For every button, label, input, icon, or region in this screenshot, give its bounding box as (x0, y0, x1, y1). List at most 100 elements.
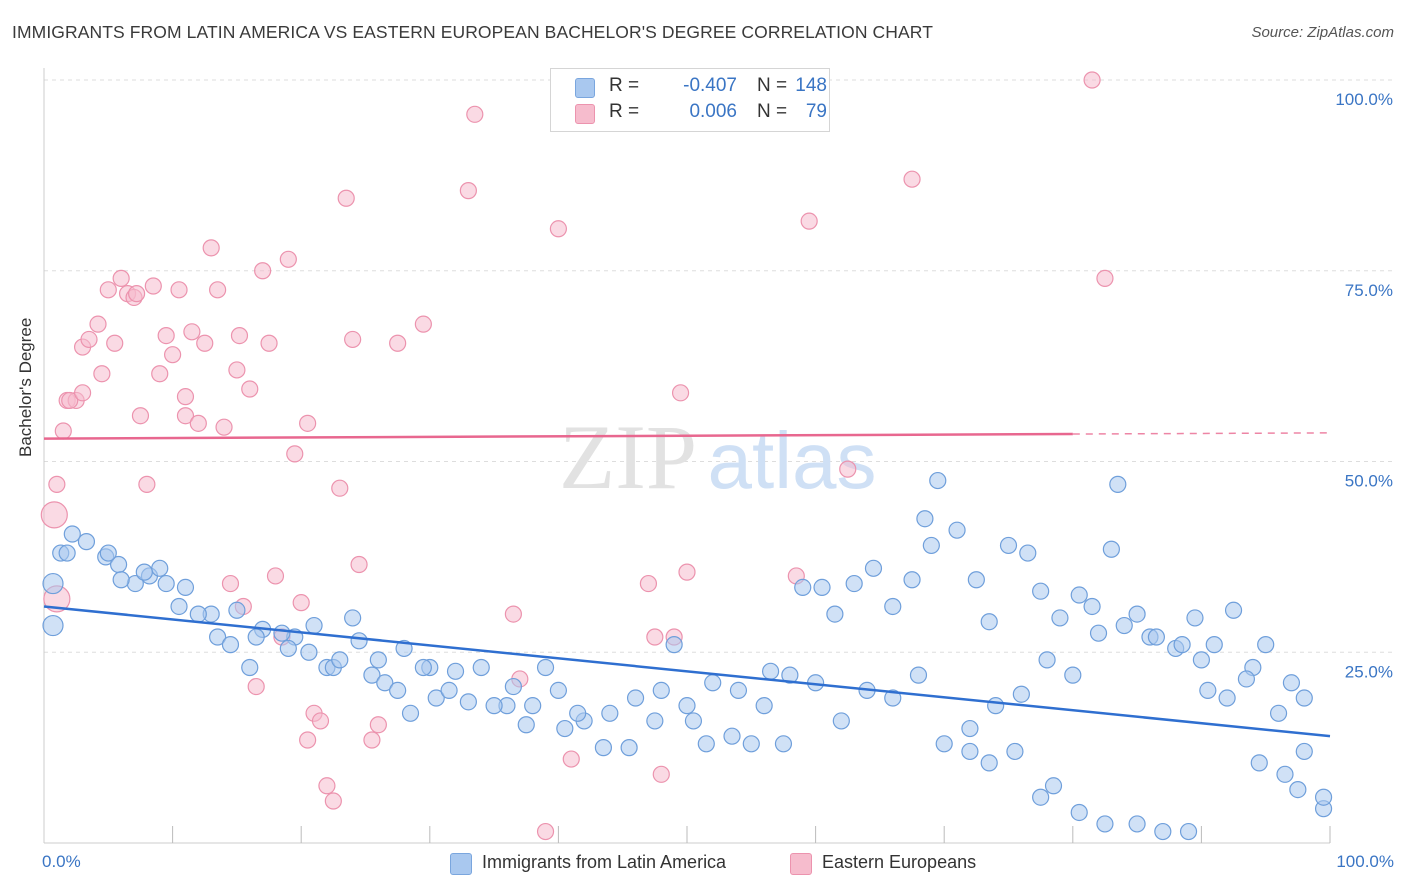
latin-america-point (331, 651, 349, 669)
eastern-europeans-point (176, 407, 195, 425)
watermark-zip: ZIP (559, 406, 697, 508)
watermark: ZIP atlas (559, 406, 876, 508)
grid-lines (44, 79, 1392, 653)
eastern-europeans-point (903, 170, 921, 188)
legend-r-label: R = (609, 75, 640, 96)
series-legend: Immigrants from Latin America Eastern Eu… (0, 852, 1406, 878)
latin-america-point (987, 697, 1005, 715)
latin-america-point (1289, 780, 1307, 799)
eastern-europeans-point (164, 346, 182, 364)
eastern-europeans-point (127, 285, 146, 303)
eastern-europeans-point (266, 567, 285, 585)
latin-america-point (684, 712, 703, 730)
latin-america-point (1282, 674, 1301, 692)
latin-america-point (300, 643, 318, 661)
latin-america-point (472, 658, 490, 677)
latin-america-point (1257, 636, 1275, 654)
latin-america-point (1147, 628, 1165, 646)
legend-n-label: N = (757, 101, 788, 122)
eastern-europeans-point (678, 563, 696, 581)
eastern-europeans-point (839, 460, 857, 478)
latin-america-point (1205, 636, 1223, 654)
latin-america-point (1179, 822, 1198, 841)
eastern-europeans-point (228, 361, 246, 379)
latin-america-point (170, 597, 188, 616)
latin-america-point (446, 662, 465, 680)
eastern-europeans-point (189, 414, 207, 432)
latin-america-point (504, 677, 522, 696)
eastern-europeans-point (138, 475, 156, 493)
eastern-europeans-point (504, 605, 522, 623)
latin-america-point (1109, 475, 1127, 493)
eastern-europeans-point (176, 388, 195, 406)
latin-america-point (755, 697, 773, 715)
latin-america-point (980, 754, 998, 772)
latin-america-point (1051, 609, 1069, 627)
eastern-europeans-point (202, 239, 220, 257)
eastern-europeans-point (318, 777, 336, 795)
eastern-europeans-point (459, 182, 477, 200)
latin-america-point (794, 578, 812, 596)
latin-america-point (1186, 609, 1204, 627)
latin-america-point (626, 689, 645, 707)
latin-america-point (247, 628, 265, 646)
y-tick-label: 25.0% (1345, 662, 1393, 681)
latin-america-point (761, 662, 780, 680)
latin-america-point (42, 572, 64, 595)
latin-america-point (826, 605, 844, 623)
eastern-europeans-point (279, 250, 297, 268)
eastern-europeans-trend-extension (1072, 432, 1331, 435)
eastern-europeans-point (215, 418, 233, 436)
eastern-europeans-point (324, 792, 342, 810)
eastern-europeans-point (562, 750, 580, 768)
legend-n-label: N = (757, 75, 788, 96)
x-tick-min: 0.0% (42, 852, 81, 871)
latin-america-point (376, 674, 394, 692)
latin-america-point (723, 727, 741, 745)
eastern-europeans-point (151, 365, 169, 383)
latin-america-point (440, 681, 458, 700)
latin-america-point (42, 614, 64, 637)
latin-america-point (909, 666, 928, 684)
latin-america-point (1128, 815, 1146, 833)
latin-america-point (1192, 651, 1211, 669)
latin-america-point (427, 689, 445, 707)
eastern-europeans-point (389, 334, 407, 352)
eastern-europeans-point (292, 594, 310, 612)
latin-america-point (1218, 689, 1236, 707)
eastern-europeans-point (170, 281, 188, 299)
latin-america-point (485, 697, 503, 715)
latin-america-point (884, 689, 902, 707)
eastern-europeans-point (299, 414, 317, 432)
legend-swatch-blue (575, 78, 595, 98)
latin-america-point (967, 571, 985, 589)
eastern-europeans-point (48, 475, 66, 493)
eastern-europeans-point (112, 269, 130, 287)
latin-america-point (1295, 742, 1313, 761)
latin-america-point (620, 739, 638, 757)
latin-america-point (903, 571, 921, 589)
latin-america-point (536, 658, 555, 677)
latin-america-point (916, 510, 934, 528)
eastern-europeans-point (183, 323, 201, 341)
eastern-europeans-point (350, 555, 368, 574)
latin-america-point (1012, 685, 1030, 703)
latin-america-point (344, 609, 362, 627)
series-eastern-europeans-points (40, 71, 1114, 841)
latin-america-point (279, 639, 297, 658)
latin-america-point (884, 597, 902, 616)
eastern-europeans-point (646, 628, 664, 646)
eastern-europeans-point (99, 281, 117, 299)
eastern-europeans-point (93, 365, 111, 383)
eastern-europeans-point (549, 220, 568, 238)
eastern-europeans-point (61, 391, 79, 410)
eastern-europeans-point (144, 277, 162, 295)
eastern-europeans-point (536, 822, 555, 841)
latin-america-point (1070, 803, 1088, 822)
latin-america-point (1089, 624, 1108, 642)
latin-america-point (369, 651, 387, 669)
latin-america-point (157, 574, 175, 593)
latin-america-point (646, 712, 664, 730)
latin-america-point (704, 674, 722, 692)
